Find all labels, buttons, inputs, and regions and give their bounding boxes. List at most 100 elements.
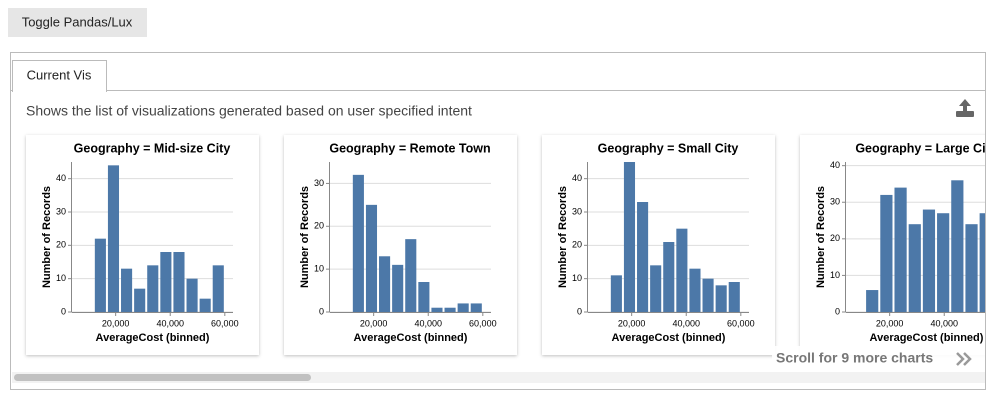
y-tick-label: 40 <box>572 173 582 183</box>
y-tick-label: 30 <box>830 197 840 207</box>
x-tick-label: 20,000 <box>360 318 388 328</box>
bar <box>444 307 456 312</box>
y-axis-title: Number of Records <box>41 186 53 288</box>
bar <box>728 282 740 312</box>
bar <box>457 303 469 312</box>
bar <box>379 256 391 312</box>
y-tick-label: 20 <box>830 233 840 243</box>
x-tick-label: 40,000 <box>672 318 700 328</box>
x-tick-label: 20,000 <box>876 318 904 328</box>
bar <box>610 275 622 312</box>
tab[interactable] <box>12 60 107 92</box>
bar <box>979 213 985 312</box>
bar <box>922 209 936 312</box>
chart-card: Geography = Small City 0 10 20 30 40 20,000 40,… <box>542 135 775 355</box>
widget-frame <box>10 52 986 390</box>
bar <box>94 238 106 312</box>
x-tick-label: 60,000 <box>469 318 497 328</box>
bar <box>951 180 964 312</box>
y-tick-label: 30 <box>314 178 324 188</box>
chart-title: Geography = Mid-size City <box>74 141 231 155</box>
x-tick-label: 60,000 <box>211 318 239 328</box>
y-tick-label: 0 <box>577 306 582 316</box>
x-tick-label: 40,000 <box>414 318 442 328</box>
bar <box>894 187 907 312</box>
x-tick-label: 40,000 <box>156 318 184 328</box>
bar <box>134 288 146 312</box>
toggle-button[interactable] <box>8 8 147 37</box>
x-axis-title: AverageCost (binned) <box>870 332 984 344</box>
bar <box>121 268 133 312</box>
y-tick-label: 0 <box>61 306 66 316</box>
chart-card: Geography = Mid-size City 0 10 20 30 40 20,000… <box>26 135 259 355</box>
bar <box>365 204 378 312</box>
x-axis-title: AverageCost (binned) <box>96 332 210 344</box>
bar <box>650 265 662 312</box>
y-tick-label: 40 <box>830 160 840 170</box>
y-tick-label: 0 <box>319 306 324 316</box>
y-tick-label: 20 <box>314 221 324 231</box>
export-icon[interactable] <box>956 99 974 117</box>
y-axis-title: Number of Records <box>299 186 311 288</box>
chart-title: Geography = Small City <box>598 141 739 155</box>
y-tick-label: 10 <box>56 273 66 283</box>
scroll-thumb[interactable] <box>14 374 311 381</box>
bar <box>965 224 978 312</box>
bar <box>637 202 649 312</box>
bar <box>418 282 430 312</box>
y-tick-label: 20 <box>56 240 66 250</box>
bar <box>212 265 224 312</box>
bar <box>160 252 172 312</box>
y-tick-label: 30 <box>56 206 66 216</box>
y-tick-label: 30 <box>572 206 582 216</box>
y-tick-label: 20 <box>572 240 582 250</box>
x-tick-label: 60,000 <box>727 318 755 328</box>
chart-title: Geography = Remote Town <box>329 141 490 155</box>
bar <box>663 242 675 312</box>
scroll-track <box>12 372 985 383</box>
card-bg <box>284 135 517 355</box>
bar <box>676 228 688 312</box>
bar <box>107 165 120 312</box>
y-tick-label: 40 <box>56 173 66 183</box>
bar <box>186 278 198 312</box>
y-tick-label: 10 <box>830 270 840 280</box>
bar <box>431 307 443 312</box>
tab-label[interactable]: Current Vis <box>27 67 92 82</box>
x-tick-label: 20,000 <box>102 318 130 328</box>
bar <box>702 278 714 312</box>
x-tick-label: 40,000 <box>930 318 958 328</box>
chart-card: Geography = Large City 0 10 20 30 40 20,000 40,… <box>800 135 996 355</box>
bar <box>147 265 159 312</box>
bar <box>623 162 636 312</box>
bar <box>199 298 211 312</box>
tab-gap <box>13 89 106 92</box>
scroll-hint: Scroll for 9 more charts <box>776 350 933 366</box>
bar <box>352 174 364 312</box>
bar <box>392 264 404 312</box>
y-tick-label: 0 <box>835 306 840 316</box>
bar <box>880 194 893 312</box>
bar <box>405 239 417 312</box>
x-axis-title: AverageCost (binned) <box>354 332 468 344</box>
toggle-button-label[interactable]: Toggle Pandas/Lux <box>22 14 133 29</box>
bar <box>689 268 701 312</box>
scroll-hint-bg <box>772 346 985 370</box>
x-axis-title: AverageCost (binned) <box>612 332 726 344</box>
x-tick-label: 20,000 <box>618 318 646 328</box>
bar <box>937 213 950 312</box>
chart-card: Geography = Remote Town 0 10 20 30 20,000 40,0… <box>284 135 517 355</box>
bar <box>908 224 921 312</box>
bar <box>173 252 185 312</box>
chart-title: Geography = Large City <box>855 141 996 155</box>
bar <box>866 290 879 312</box>
scroll-chevrons[interactable] <box>956 352 972 366</box>
y-tick-label: 10 <box>314 264 324 274</box>
bar <box>715 285 727 312</box>
bar <box>470 303 482 312</box>
description: Shows the list of visualizations generat… <box>26 103 472 119</box>
chart-strip: Geography = Mid-size City 0 10 20 30 40 20,000… <box>26 135 996 355</box>
y-tick-label: 10 <box>572 273 582 283</box>
